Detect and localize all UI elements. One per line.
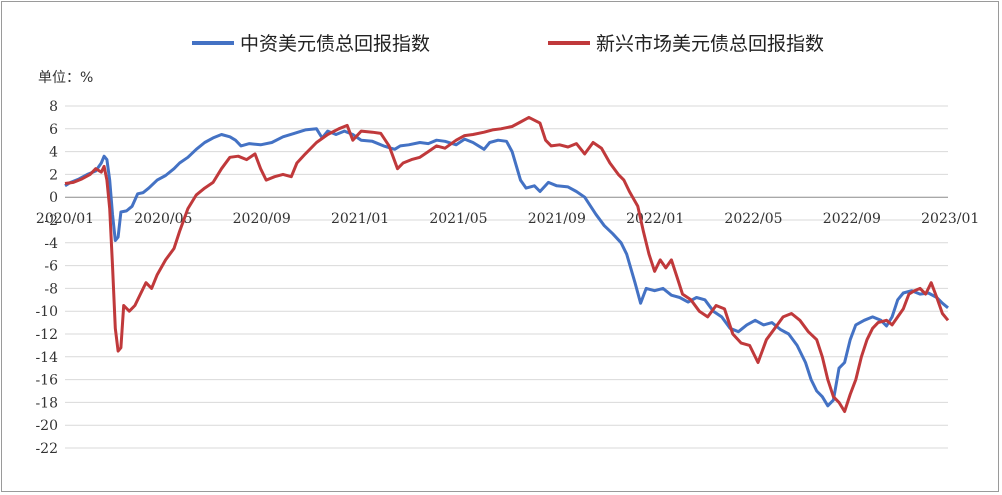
legend-label-series-1: 中资美元债总回报指数: [240, 33, 430, 55]
unit-label: 单位：%: [38, 70, 93, 86]
x-tick-label: 2020/05: [134, 211, 192, 227]
y-tick-label: -12: [35, 327, 58, 343]
series-line-1: [64, 127, 949, 408]
x-tick-label: 2020/01: [36, 211, 94, 227]
x-tick-label: 2020/09: [233, 211, 291, 227]
y-tick-label: -18: [35, 395, 58, 411]
y-tick-label: -2: [44, 213, 58, 229]
y-tick-label: 6: [49, 122, 58, 138]
y-tick-label: -16: [35, 373, 58, 389]
x-tick-label: 2021/05: [429, 211, 487, 227]
y-tick-label: -14: [35, 350, 58, 366]
x-tick-label: 2022/01: [626, 211, 684, 227]
y-tick-labels: 8 6 4 2 0 -2 -4 -6 -8 -10 -12 -14 -16 -18 -20 -22: [35, 99, 58, 457]
y-tick-label: -10: [35, 304, 58, 320]
x-tick-label: 2021/09: [528, 211, 586, 227]
series-line-2: [64, 115, 950, 413]
x-tick-label: 2022/05: [724, 211, 782, 227]
y-tick-label: 8: [49, 99, 58, 115]
y-tick-label: 2: [49, 167, 58, 183]
x-tick-labels: 2020/01 2020/05 2020/09 2021/01 2021/05 2021/…: [36, 211, 979, 227]
y-tick-label: 0: [49, 190, 58, 206]
series-lines: [64, 115, 950, 413]
y-tick-label: -6: [44, 259, 58, 275]
legend: 中资美元债总回报指数 新兴市场美元债总回报指数: [192, 33, 824, 55]
y-tick-label: -4: [44, 236, 58, 252]
legend-label-series-2: 新兴市场美元债总回报指数: [596, 33, 824, 55]
y-tick-label: -20: [35, 418, 58, 434]
x-tick-label: 2023/01: [921, 211, 979, 227]
y-tick-label: -22: [35, 441, 58, 457]
gridlines: [65, 105, 948, 449]
y-tick-label: -8: [44, 281, 58, 297]
x-tick-label: 2021/01: [331, 211, 389, 227]
y-tick-label: 4: [49, 145, 58, 161]
x-tick-label: 2022/09: [823, 211, 881, 227]
